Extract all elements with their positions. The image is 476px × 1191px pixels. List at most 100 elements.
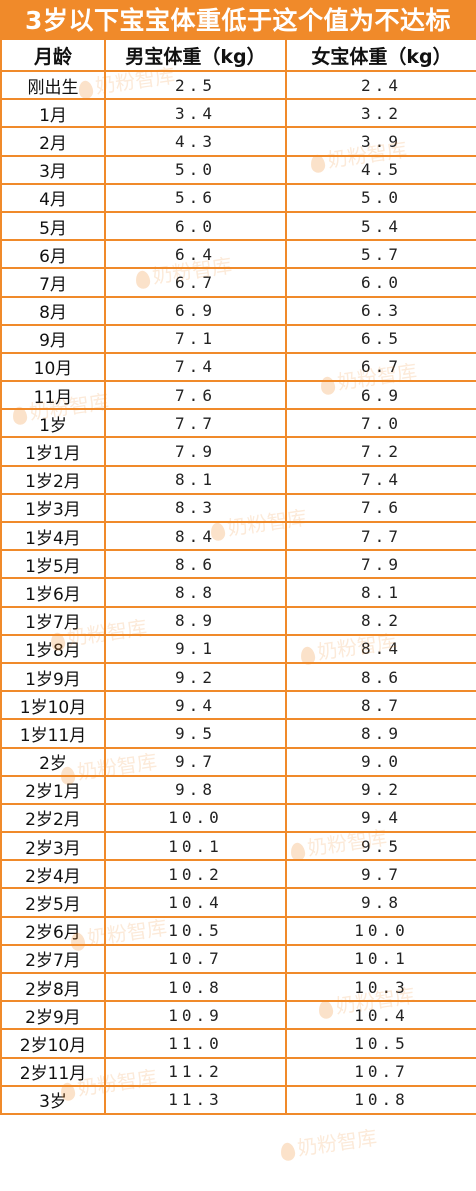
- girl-weight-cell: 8.7: [285, 690, 476, 721]
- table-row: 2岁2月 10.0 9.4: [0, 802, 476, 834]
- table-row: 2岁5月 10.4 9.8: [0, 887, 476, 918]
- girl-weight-cell: 8.9: [285, 718, 476, 749]
- table-body: 刚出生 2.5 2.4 1月 3.4 3.2 2月 4.3 3.9 3月 5.0 4.5 4月 5.6 5.…: [0, 69, 476, 1115]
- header-age: 月龄: [0, 38, 106, 72]
- table-row: 2月 4.3 3.9: [0, 126, 476, 157]
- age-cell: 刚出生: [0, 69, 106, 101]
- girl-weight-cell: 7.0: [285, 408, 476, 439]
- table-row: 1月 3.4 3.2: [0, 98, 476, 129]
- table-row: 2岁 9.7 9.0: [0, 746, 476, 777]
- boy-weight-cell: 8.9: [104, 605, 287, 636]
- age-cell: 11月: [0, 380, 106, 411]
- boy-weight-cell: 11.3: [104, 1084, 287, 1115]
- age-cell: 2岁10月: [0, 1028, 106, 1059]
- age-cell: 1月: [0, 98, 106, 129]
- table-row: 2岁8月 10.8 10.3: [0, 971, 476, 1003]
- table-row: 2岁3月 10.1 9.5: [0, 831, 476, 862]
- girl-weight-cell: 9.0: [285, 746, 476, 777]
- weight-table: 月龄 男宝体重（kg） 女宝体重（kg） 刚出生 2.5 2.4 1月 3.4 3.2 2月…: [0, 38, 476, 1115]
- age-cell: 3岁: [0, 1084, 106, 1115]
- boy-weight-cell: 10.4: [104, 887, 287, 918]
- girl-weight-cell: 10.5: [285, 1028, 476, 1059]
- age-cell: 2岁4月: [0, 859, 106, 890]
- age-cell: 2岁6月: [0, 915, 106, 946]
- girl-weight-cell: 8.2: [285, 605, 476, 636]
- girl-weight-cell: 10.1: [285, 943, 476, 975]
- table-title: 3岁以下宝宝体重低于这个值为不达标: [0, 0, 476, 38]
- boy-weight-cell: 7.9: [104, 436, 287, 467]
- age-cell: 10月: [0, 351, 106, 383]
- age-cell: 9月: [0, 323, 106, 354]
- boy-weight-cell: 6.0: [104, 210, 287, 242]
- girl-weight-cell: 6.7: [285, 351, 476, 383]
- table-row: 2岁7月 10.7 10.1: [0, 943, 476, 975]
- watermark-14: 奶粉智库: [278, 1121, 378, 1163]
- age-cell: 2岁2月: [0, 802, 106, 834]
- age-cell: 1岁2月: [0, 464, 106, 495]
- girl-weight-cell: 9.5: [285, 831, 476, 862]
- boy-weight-cell: 8.1: [104, 464, 287, 495]
- girl-weight-cell: 6.9: [285, 380, 476, 411]
- table-row: 1岁11月 9.5 8.9: [0, 718, 476, 749]
- table-row: 10月 7.4 6.7: [0, 351, 476, 383]
- table-row: 1岁1月 7.9 7.2: [0, 436, 476, 467]
- header-row: 月龄 男宝体重（kg） 女宝体重（kg）: [0, 38, 476, 72]
- table-row: 1岁3月 8.3 7.6: [0, 492, 476, 524]
- age-cell: 2岁9月: [0, 1000, 106, 1031]
- table-row: 1岁9月 9.2 8.6: [0, 661, 476, 693]
- girl-weight-cell: 6.0: [285, 267, 476, 298]
- table-row: 7月 6.7 6.0: [0, 267, 476, 298]
- girl-weight-cell: 2.4: [285, 69, 476, 101]
- boy-weight-cell: 8.8: [104, 577, 287, 608]
- boy-weight-cell: 6.7: [104, 267, 287, 298]
- table-row: 2岁11月 11.2 10.7: [0, 1056, 476, 1087]
- girl-weight-cell: 9.4: [285, 802, 476, 834]
- boy-weight-cell: 11.0: [104, 1028, 287, 1059]
- age-cell: 2岁3月: [0, 831, 106, 862]
- table-row: 3岁 11.3 10.8: [0, 1084, 476, 1115]
- girl-weight-cell: 7.4: [285, 464, 476, 495]
- boy-weight-cell: 9.5: [104, 718, 287, 749]
- girl-weight-cell: 5.7: [285, 239, 476, 270]
- boy-weight-cell: 7.4: [104, 351, 287, 383]
- girl-weight-cell: 10.0: [285, 915, 476, 946]
- table-row: 1岁10月 9.4 8.7: [0, 690, 476, 721]
- girl-weight-cell: 3.2: [285, 98, 476, 129]
- age-cell: 1岁8月: [0, 633, 106, 664]
- table-row: 2岁4月 10.2 9.7: [0, 859, 476, 890]
- boy-weight-cell: 9.8: [104, 774, 287, 805]
- girl-weight-cell: 7.6: [285, 492, 476, 524]
- boy-weight-cell: 9.7: [104, 746, 287, 777]
- table-row: 1岁6月 8.8 8.1: [0, 577, 476, 608]
- girl-weight-cell: 10.7: [285, 1056, 476, 1087]
- boy-weight-cell: 7.7: [104, 408, 287, 439]
- boy-weight-cell: 7.1: [104, 323, 287, 354]
- boy-weight-cell: 9.1: [104, 633, 287, 664]
- boy-weight-cell: 6.9: [104, 295, 287, 326]
- age-cell: 5月: [0, 210, 106, 242]
- age-cell: 2月: [0, 126, 106, 157]
- girl-weight-cell: 4.5: [285, 154, 476, 185]
- girl-weight-cell: 6.5: [285, 323, 476, 354]
- header-boy-weight: 男宝体重（kg）: [104, 38, 287, 72]
- table-row: 4月 5.6 5.0: [0, 182, 476, 213]
- age-cell: 1岁5月: [0, 549, 106, 580]
- girl-weight-cell: 7.2: [285, 436, 476, 467]
- table-row: 1岁5月 8.6 7.9: [0, 549, 476, 580]
- boy-weight-cell: 10.8: [104, 971, 287, 1003]
- table-row: 2岁1月 9.8 9.2: [0, 774, 476, 805]
- girl-weight-cell: 10.3: [285, 971, 476, 1003]
- age-cell: 1岁9月: [0, 661, 106, 693]
- boy-weight-cell: 5.0: [104, 154, 287, 185]
- age-cell: 2岁7月: [0, 943, 106, 975]
- girl-weight-cell: 8.6: [285, 661, 476, 693]
- boy-weight-cell: 10.1: [104, 831, 287, 862]
- table-row: 9月 7.1 6.5: [0, 323, 476, 354]
- girl-weight-cell: 6.3: [285, 295, 476, 326]
- boy-weight-cell: 8.6: [104, 549, 287, 580]
- girl-weight-cell: 8.4: [285, 633, 476, 664]
- age-cell: 6月: [0, 239, 106, 270]
- age-cell: 2岁8月: [0, 971, 106, 1003]
- age-cell: 1岁4月: [0, 520, 106, 552]
- boy-weight-cell: 10.0: [104, 802, 287, 834]
